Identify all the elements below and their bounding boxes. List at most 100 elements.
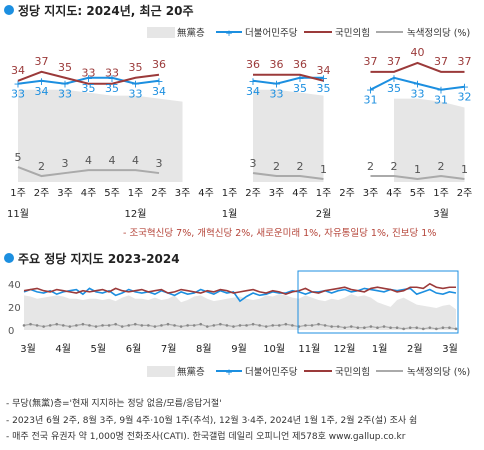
legend2-democratic-label: 더불어민주당 [245,367,298,378]
legend2-nonpartisan-swatch [147,366,175,377]
series-line-ppp [17,70,160,85]
point-green [428,326,432,329]
chart2-plot: 40 20 0 3월 4월 5월 6월 7월 8월 9월 10월 11월 12월 1월 2월 3월 [8,270,459,355]
data-label-green: 2 [438,160,445,173]
point-green [330,325,333,328]
data-label-green: 3 [62,157,69,170]
data-label-ppp: 37 [364,55,378,68]
point-green [179,325,183,328]
series-line-ppp [370,61,465,73]
legend-democratic-marker: + [225,29,233,39]
data-label-democratic: 33 [58,88,72,101]
data-label-democratic: 33 [270,88,284,101]
data-label-ppp: 36 [293,58,307,71]
point-green [55,322,59,326]
point-green [199,322,203,326]
data-label-green: 4 [85,154,92,167]
data-label-ppp: 36 [270,58,284,71]
footnote-3: - 매주 전국 유권자 약 1,000명 전화조사(CATI). 한국갤럽 데일… [6,430,406,442]
point-green [61,324,65,327]
point-green [258,324,261,327]
point-green [114,322,117,326]
area-nonpartisan [24,294,456,330]
chart1-note: - 조국혁신당 7%, 개혁신당 2%, 새로운미래 1%, 자유통일당 1%,… [123,228,436,239]
point-green [127,324,131,327]
data-label-green: 2 [367,160,374,173]
footnote-1: - 무당(無黨)층='현재 지지하는 정당 없음/모름/응답거절' [6,397,222,409]
x-tick-label: 2월 [407,343,423,355]
area-nonpartisan-segment [253,89,324,182]
point-green [48,324,52,327]
x-tick-label: 3월 [442,343,458,355]
point-democratic: + [460,81,469,94]
legend-nonpartisan-label: 無黨층 [177,27,205,39]
data-label-ppp: 37 [387,55,401,68]
point-green [323,324,327,327]
x-tick-label: 5월 [91,343,107,355]
point-green [441,326,445,329]
point-green [219,322,222,326]
footnote-2: - 2023년 6월 2주, 8월 3주, 9월 4주·10월 1주(추석), … [6,414,417,426]
x-tick-label: 4주 [292,188,308,199]
point-green [225,324,229,327]
data-label-ppp: 37 [434,55,448,68]
series-line-green [17,166,160,178]
x-tick-label: 2주 [245,188,261,199]
legend2-democratic-marker: + [225,368,233,378]
point-green [435,327,438,331]
data-label-democratic: 35 [82,82,96,95]
point-democratic: + [389,72,398,85]
series-line-democratic [17,76,160,85]
point-democratic: + [295,72,304,85]
point-green [88,324,91,327]
series-line-green [370,175,465,181]
x-tick-label: 12월 [334,343,356,355]
area-nonpartisan-segment [18,89,183,182]
point-green [35,324,39,327]
data-label-democratic: 35 [317,82,331,95]
point-green [29,322,32,326]
x-tick-label: 2주 [34,188,50,199]
legend-2: 無黨층 + 더불어민주당 국민의힘 녹색정의당 (%) [147,366,470,378]
data-label-green: 2 [273,160,280,173]
point-green [173,324,176,327]
point-green [42,325,45,328]
point-green [251,322,255,326]
data-label-green: 2 [391,160,398,173]
x-tick-label: 2주 [151,188,167,199]
point-green [264,325,268,328]
x-tick-label: 8월 [196,343,212,355]
point-green [277,324,281,327]
x-tick-label: 2주 [457,188,473,199]
point-green [101,324,104,327]
x-tick-label: 9월 [231,343,247,355]
point-democratic: + [107,72,116,85]
recent-period-highlight [297,270,459,334]
point-green [448,326,451,329]
point-green [94,325,98,328]
point-green [356,326,360,329]
point-green [408,326,412,329]
series-line-green [252,172,324,181]
data-label-democratic: 33 [11,88,25,101]
point-green [421,327,425,331]
point-green [382,325,386,328]
legend2-ppp-label: 국민의힘 [335,367,370,378]
data-label-ppp: 35 [58,61,72,74]
data-label-ppp: 33 [82,67,96,80]
point-green [349,325,353,328]
y-tick-label: 0 [8,326,14,337]
x-tick-label: 3주 [269,188,285,199]
point-green [147,324,150,327]
data-label-democratic: 31 [364,94,378,107]
data-label-ppp: 36 [246,58,260,71]
x-tick-label: 3주 [57,188,73,199]
legend-democratic-label: 더불어민주당 [245,28,298,39]
point-democratic: + [272,78,281,91]
point-green [402,327,405,331]
point-green [395,326,399,329]
data-label-democratic: 34 [152,85,166,98]
point-green [68,325,72,328]
point-green [336,325,340,328]
